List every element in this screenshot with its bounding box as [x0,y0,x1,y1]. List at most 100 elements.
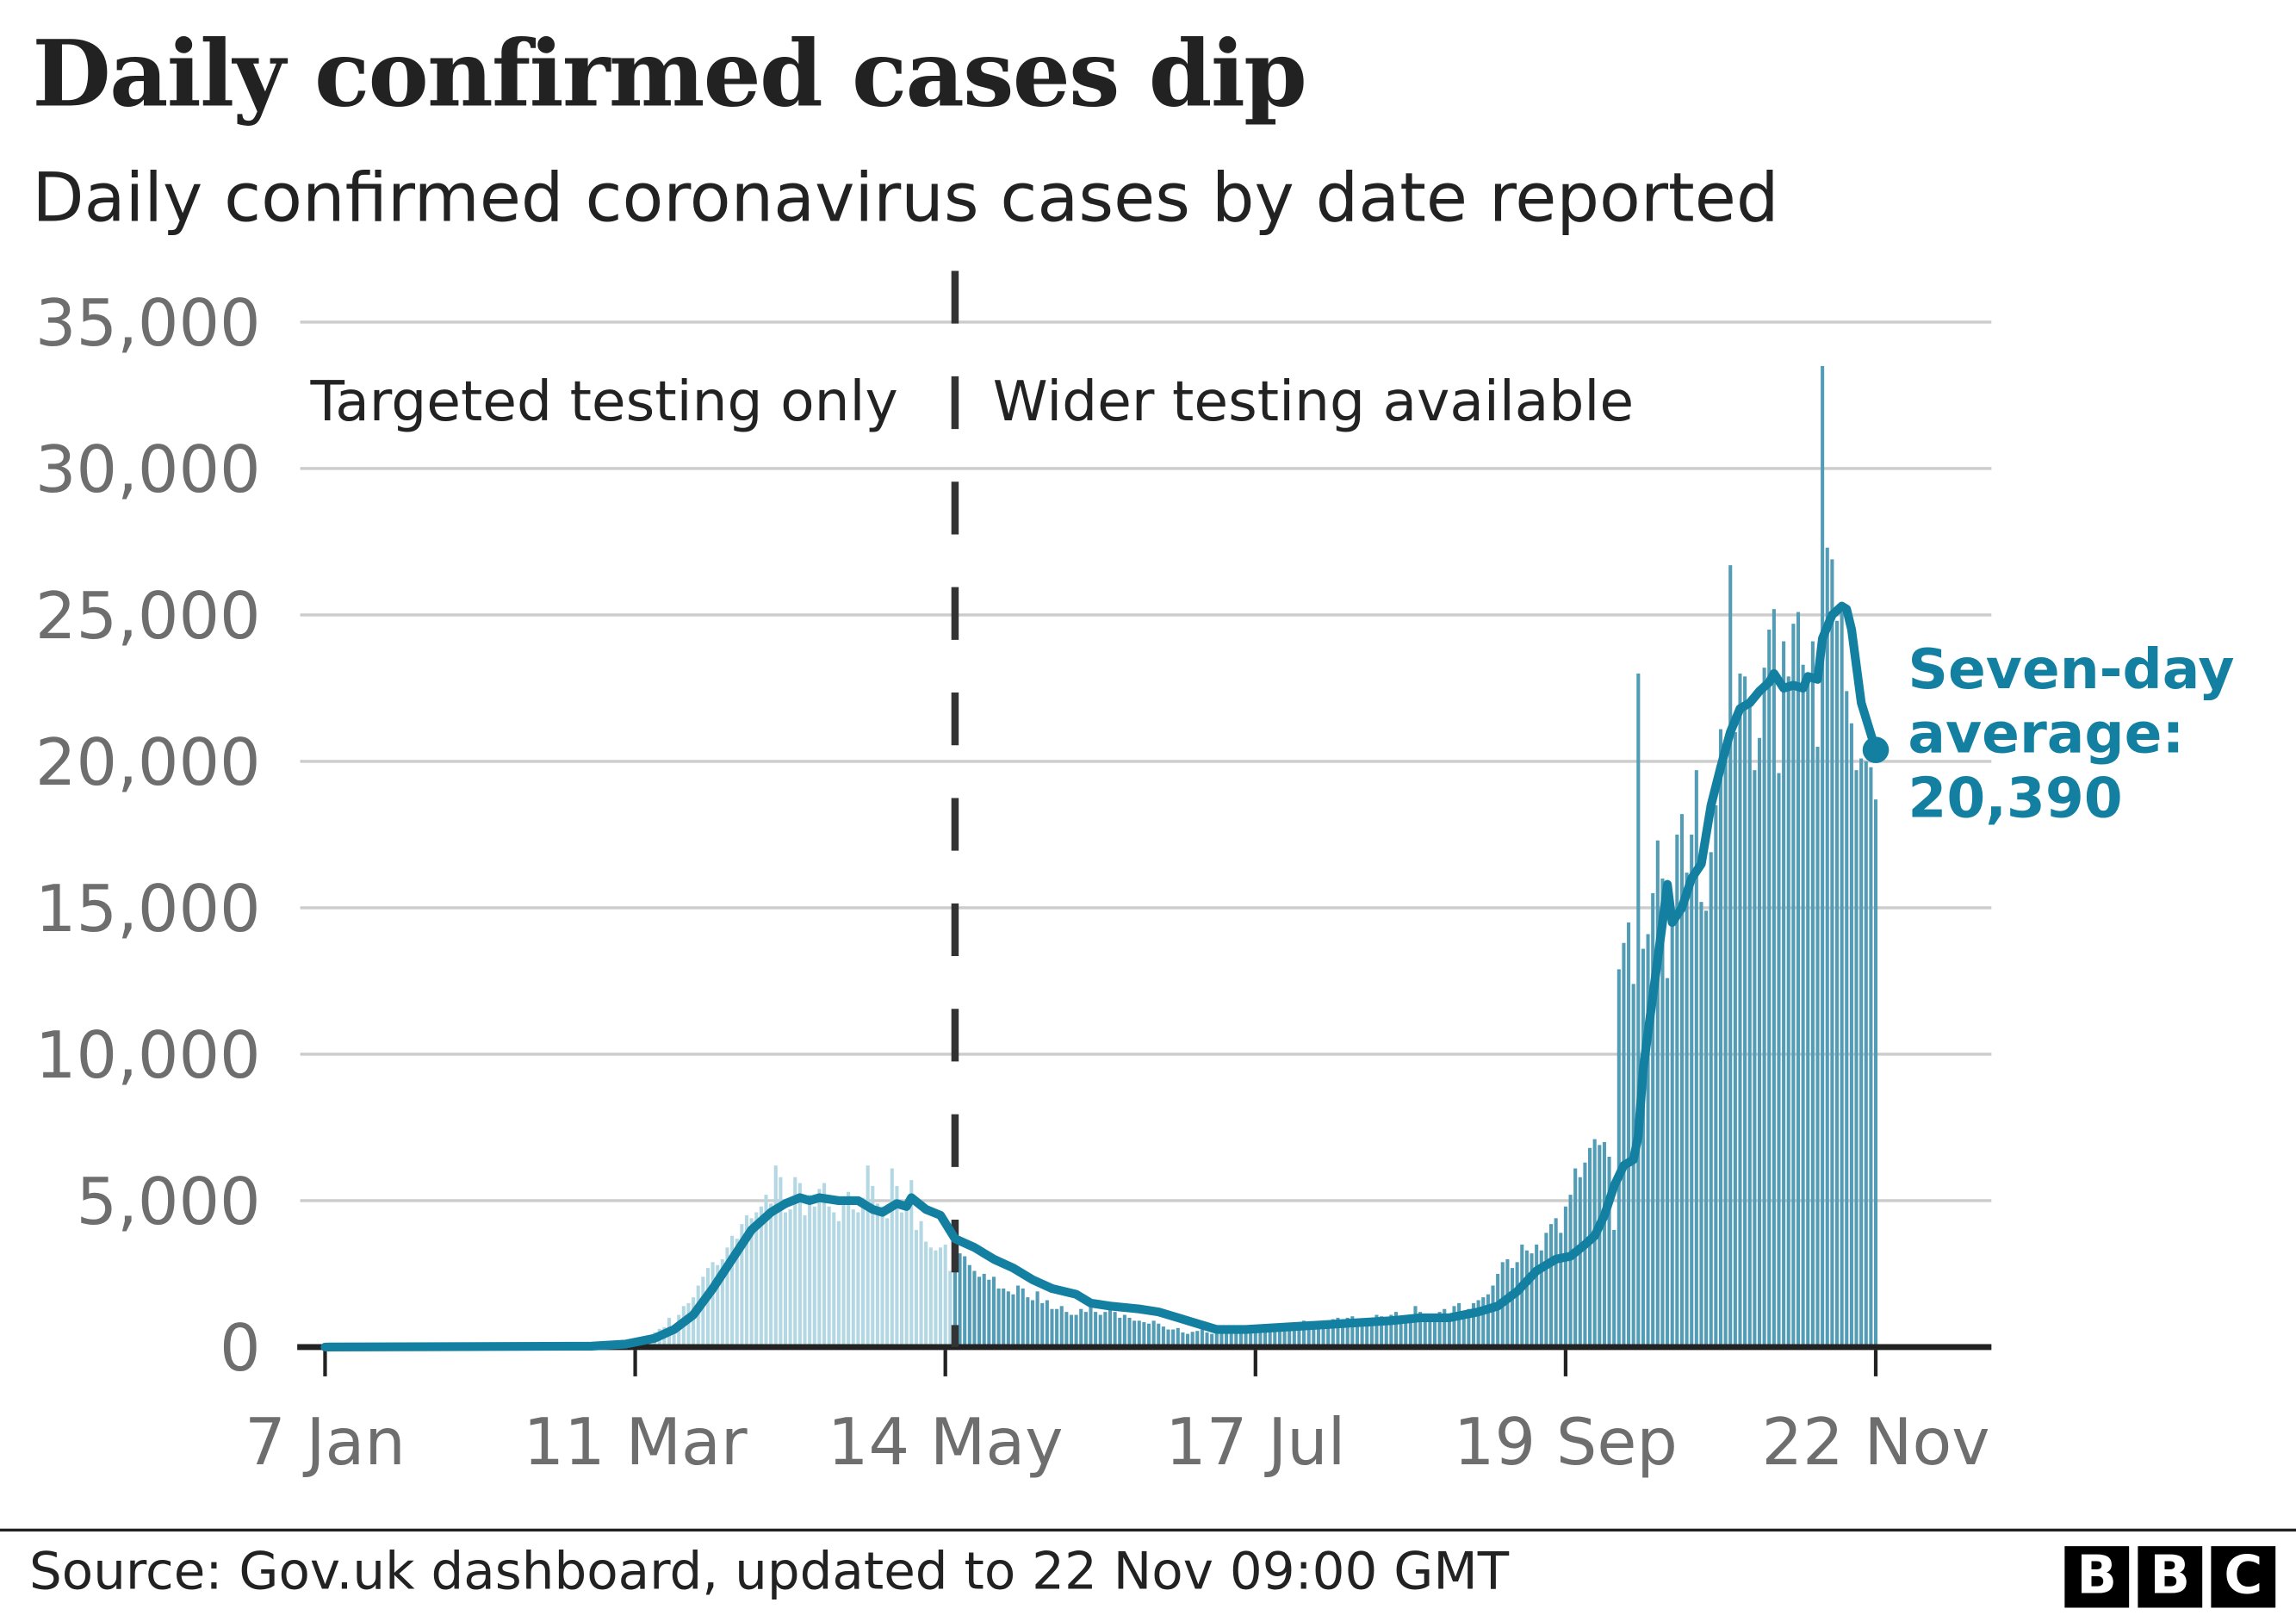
bar [1598,1145,1602,1347]
seven-day-average-line [320,601,1881,1352]
bar [953,1268,957,1347]
bar [1670,919,1674,1347]
bar [1306,1325,1311,1347]
bar [1399,1317,1403,1347]
bar [1205,1332,1209,1347]
bar [1142,1322,1146,1347]
bar [1699,902,1703,1347]
average-label: Seven-day [1908,637,2234,702]
footer-divider [0,1528,2296,1532]
bar [1345,1317,1350,1347]
bar [1743,676,1747,1347]
bar [692,1297,696,1347]
bar [1273,1329,1277,1347]
bar [1578,1177,1582,1347]
bar [1524,1250,1529,1347]
bar [1747,702,1752,1347]
bar [1418,1312,1423,1347]
bar [1568,1195,1573,1347]
bar [1437,1312,1442,1347]
bar [1641,948,1645,1347]
bar [875,1203,879,1347]
bar [1491,1285,1495,1347]
bar [1830,559,1834,1347]
bar [851,1209,855,1347]
bar [701,1276,705,1347]
bar [1404,1317,1408,1347]
bar [1631,984,1635,1347]
chart-title: Daily confirmed cases dip [32,20,1306,127]
bar [1316,1323,1320,1347]
bar [1709,852,1713,1347]
bar [764,1195,768,1347]
bar [1849,723,1853,1347]
bar [1016,1285,1021,1347]
bar [1336,1317,1340,1347]
bar [1520,1244,1524,1347]
bar [1229,1327,1233,1347]
bar [1238,1329,1243,1347]
bar [1055,1308,1059,1347]
bar [1302,1320,1306,1347]
bar [1723,761,1728,1347]
bar [1622,942,1626,1347]
bar [1288,1323,1292,1347]
bar [1108,1308,1113,1347]
bar [1161,1326,1165,1347]
bar [836,1221,841,1347]
bar [1704,910,1709,1347]
bar [803,1214,807,1347]
bar [1845,691,1849,1347]
bar [1074,1314,1078,1347]
bar [1753,770,1757,1347]
bar [890,1168,894,1347]
bar [1268,1327,1272,1347]
bar [1312,1326,1316,1347]
bar [977,1276,982,1347]
bar [1821,365,1825,1347]
bar [1627,922,1631,1347]
bar [1423,1317,1427,1347]
bar [720,1258,724,1347]
bar [1050,1308,1054,1347]
bar [1185,1333,1190,1347]
bar [1355,1320,1360,1347]
bar [1263,1326,1268,1347]
bar [1321,1322,1325,1347]
bar [1840,612,1844,1347]
bar [1762,668,1766,1347]
bar [1234,1326,1238,1347]
bar [880,1206,884,1347]
bar [725,1247,729,1347]
bar [909,1180,914,1347]
x-tick-label: 19 Sep [1454,1405,1678,1480]
y-tick-label: 35,000 [35,286,261,361]
bar [817,1189,822,1347]
bar [1224,1329,1229,1347]
bar [1738,673,1742,1347]
bar [1292,1323,1296,1347]
x-tick-label: 11 Mar [524,1405,748,1480]
bar [797,1183,802,1347]
bar [1113,1312,1117,1347]
bar [1563,1206,1567,1347]
bar [972,1270,977,1347]
bar [1646,934,1650,1347]
bar [1200,1329,1204,1347]
bar [1380,1316,1384,1347]
bar [1535,1244,1539,1347]
bbc-logo: B B C [2064,1546,2276,1608]
bar [1219,1331,1224,1347]
bar [1467,1308,1471,1347]
bar [1021,1288,1025,1347]
bar [1195,1331,1200,1347]
bar [1859,758,1864,1347]
bar [1118,1317,1122,1347]
bar [1539,1250,1543,1347]
bar [1151,1320,1156,1347]
bar [963,1256,967,1347]
bar [779,1177,783,1347]
bar [871,1185,875,1347]
bar [1461,1312,1466,1347]
